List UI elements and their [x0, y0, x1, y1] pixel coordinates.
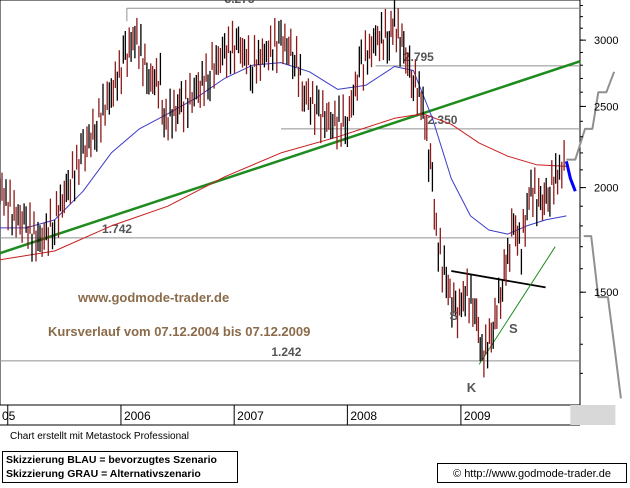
y-axis: 1500 2000 2500 3000: [580, 5, 618, 373]
scenario-2: [584, 236, 621, 398]
y-tick-label-3: 3000: [594, 35, 618, 47]
future-zone: [570, 405, 615, 425]
x-tick-label-2: 2007: [237, 409, 264, 423]
y-tick-label-2: 2500: [594, 101, 618, 113]
pattern-label-1: K: [467, 380, 477, 395]
x-tick-label-3: 2008: [350, 409, 377, 423]
pattern-label-2: S: [509, 321, 518, 336]
level-label-4: 1.242: [271, 345, 301, 359]
watermark: www.godmode-trader.de: [77, 290, 229, 305]
x-axis: 0520062007200820092010: [0, 405, 604, 425]
pattern-label-0: S: [449, 308, 458, 323]
scenario-legend: Skizzierung BLAU = bevorzugtes Szenario …: [2, 451, 238, 483]
copyright-link[interactable]: © http://www.godmode-trader.de: [437, 463, 627, 483]
level-label-0: 3.275: [225, 0, 255, 6]
level-label-1: 2.795: [404, 50, 434, 64]
credit-note: Chart erstellt mit Metastock Professiona…: [10, 431, 189, 442]
legend-line-blue: Skizzierung BLAU = bevorzugtes Szenario: [6, 453, 234, 467]
x-tick-label-1: 2006: [124, 409, 151, 423]
level-label-2: 2.350: [427, 113, 457, 127]
future-zone-bar: [570, 405, 615, 425]
x-tick-label-4: 2009: [464, 409, 491, 423]
period-text: Kursverlauf vom 07.12.2004 bis 07.12.200…: [48, 324, 310, 339]
x-tick-label-0: 05: [2, 409, 16, 423]
y-tick-label-0: 1500: [594, 287, 618, 299]
legend-line-gray: Skizzierung GRAU = Alternativszenario: [6, 467, 234, 481]
y-tick-label-1: 2000: [594, 183, 618, 195]
